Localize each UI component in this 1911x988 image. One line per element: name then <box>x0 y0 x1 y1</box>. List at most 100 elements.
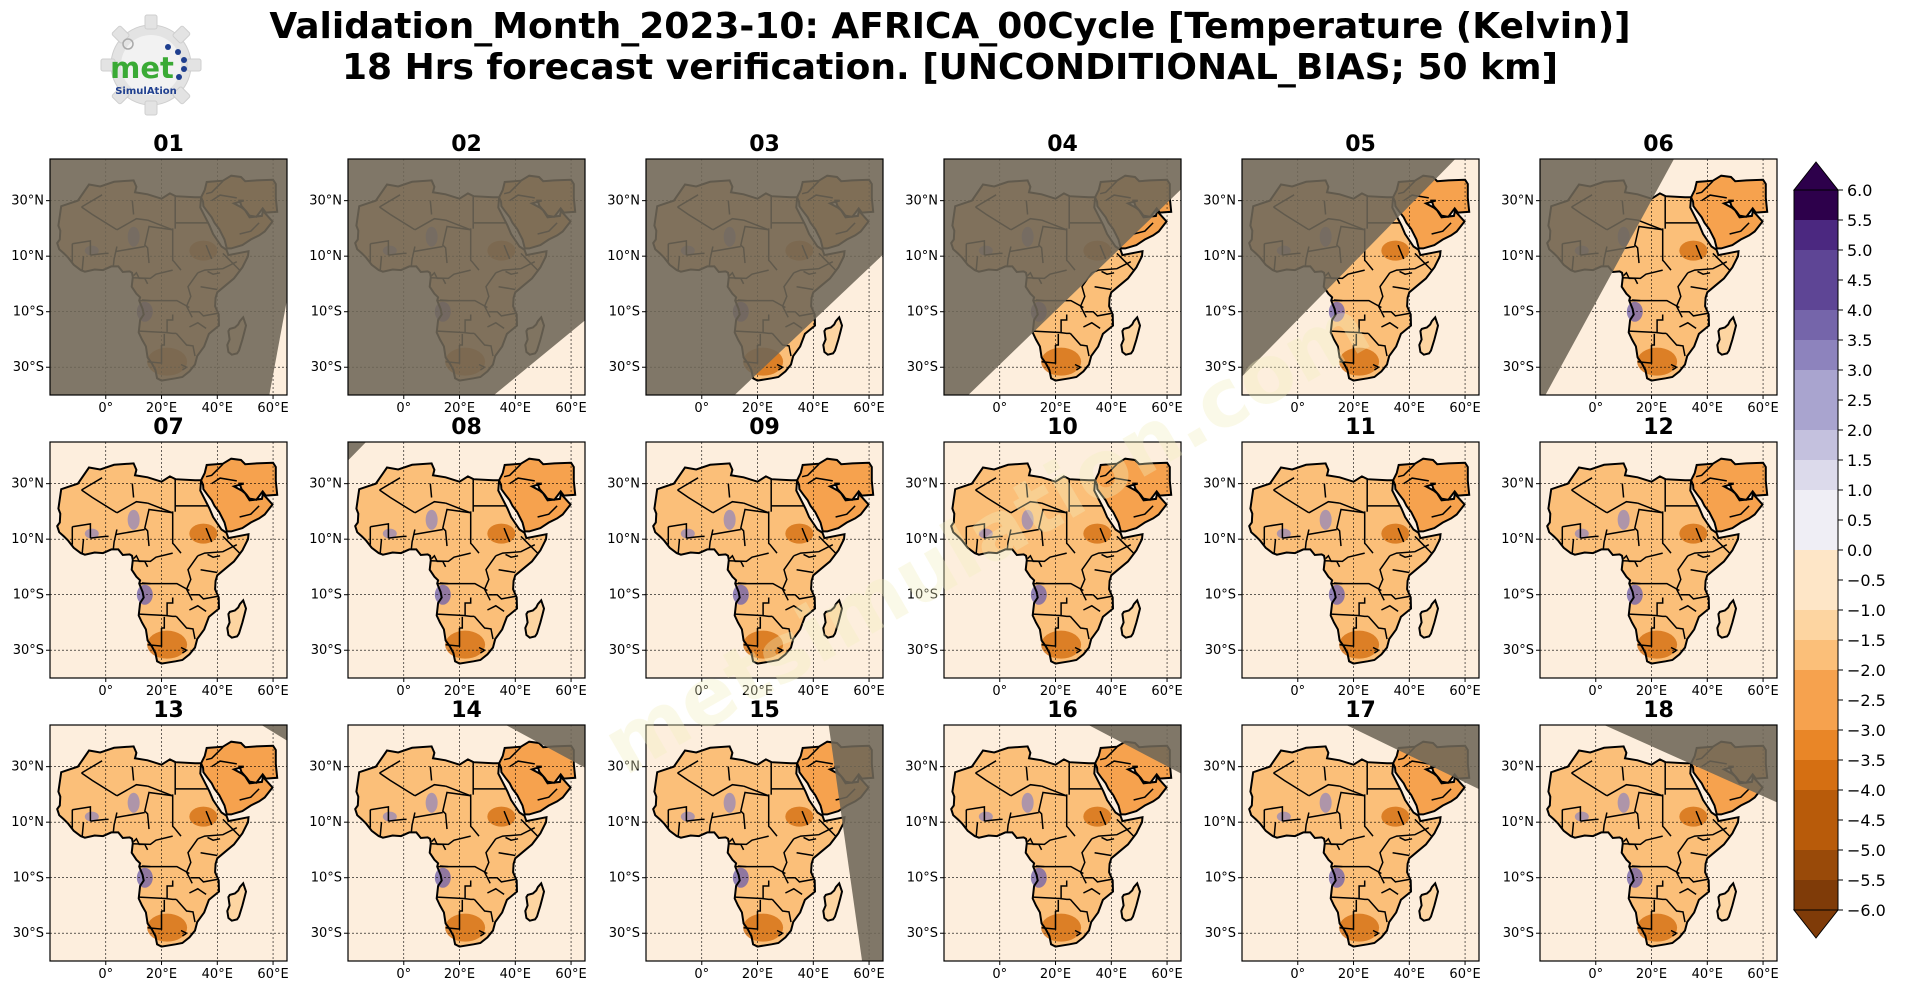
country-border <box>1633 225 1663 264</box>
country-border <box>239 505 260 518</box>
country-border <box>431 837 447 851</box>
west-africa-bias-patch <box>1276 528 1291 539</box>
country-border <box>1633 791 1663 830</box>
country-border <box>1690 285 1708 291</box>
country-border <box>1105 760 1131 768</box>
country-border <box>757 899 762 912</box>
map-panel-03: 30°N 10°N 10°S 30°S 0° 20°E 40°E 60°E 03 <box>607 132 884 416</box>
country-border <box>139 613 177 618</box>
x-tick-label: 20°E <box>1338 684 1369 699</box>
south-africa-bias-patch <box>1041 347 1082 376</box>
country-border <box>1037 791 1067 830</box>
colorbar-tick-label: 5.5 <box>1847 211 1872 230</box>
x-tick-label: 0° <box>396 967 411 982</box>
y-tick-label: 10°N <box>607 815 640 830</box>
country-border <box>379 489 416 514</box>
country-border <box>379 539 383 555</box>
country-border <box>708 812 714 833</box>
panel-title: 18 <box>1643 698 1674 723</box>
sahel-bias-patch <box>127 509 140 530</box>
map-panel-16: 30°N 10°N 10°S 30°S 0° 20°E 40°E 60°E 16 <box>905 698 1182 982</box>
country-border <box>677 489 714 514</box>
country-border <box>1637 628 1653 647</box>
map-frame <box>347 724 586 962</box>
country-border <box>1399 836 1413 841</box>
coastline <box>1391 457 1471 533</box>
country-border <box>185 838 199 884</box>
panel-title: 17 <box>1345 698 1376 723</box>
night-shading <box>50 159 287 395</box>
country-border <box>239 788 260 801</box>
ethiopia-bias-patch <box>1679 240 1708 261</box>
country-border <box>1304 529 1310 550</box>
colorbar-max-extension <box>1792 161 1840 191</box>
country-border <box>388 535 407 539</box>
panel-title: 05 <box>1345 132 1376 157</box>
country-border <box>1399 270 1413 275</box>
map-frame <box>645 724 884 962</box>
y-tick-label: 10°S <box>1503 588 1534 603</box>
y-tick-label: 10°S <box>1205 871 1236 886</box>
country-border <box>478 646 487 654</box>
map-frame <box>347 441 586 679</box>
south-africa-bias-patch <box>1339 913 1380 942</box>
x-tick-label: 20°E <box>146 967 177 982</box>
country-border <box>503 746 522 761</box>
country-border <box>1282 818 1301 822</box>
night-shading <box>646 159 883 395</box>
country-border <box>81 760 103 774</box>
ethiopia-bias-patch <box>189 523 218 544</box>
colorbar-tick-label: −6.0 <box>1847 901 1886 920</box>
country-border <box>1571 539 1575 555</box>
country-border <box>1382 310 1411 317</box>
chart-title: Validation_Month_2023-10: AFRICA_00Cycle… <box>230 6 1670 88</box>
country-border <box>1382 876 1411 883</box>
country-border <box>1041 628 1057 647</box>
colorbar-tick-label: −2.0 <box>1847 661 1886 680</box>
y-tick-label: 10°N <box>905 249 938 264</box>
country-border <box>1055 899 1060 912</box>
colorbar-segment <box>1794 790 1838 821</box>
country-border <box>90 818 109 822</box>
country-border <box>1629 896 1667 901</box>
y-tick-label: 30°N <box>11 477 44 492</box>
ethiopia-bias-patch <box>785 523 814 544</box>
country-border <box>143 791 173 830</box>
x-tick-label: 20°E <box>742 684 773 699</box>
country-border <box>975 539 979 555</box>
country-border <box>1679 887 1697 896</box>
panel-title: 13 <box>153 698 184 723</box>
country-border <box>1392 285 1410 291</box>
country-border <box>445 785 471 797</box>
colorbar-tick-label: 3.5 <box>1847 331 1872 350</box>
country-border <box>207 836 221 841</box>
country-border <box>1339 345 1355 364</box>
map-frame <box>943 441 1182 679</box>
x-tick-label: 0° <box>694 684 709 699</box>
country-border <box>1690 851 1708 857</box>
country-border <box>171 794 182 837</box>
country-border <box>1697 553 1711 558</box>
map-frame <box>1241 158 1480 396</box>
country-border <box>1679 604 1697 613</box>
x-tick-label: 60°E <box>853 967 884 982</box>
logo-subtext: SimulAtion <box>115 86 177 97</box>
country-border <box>1083 321 1101 330</box>
country-border <box>1397 527 1405 543</box>
country-border <box>739 508 769 547</box>
y-tick-label: 30°N <box>607 194 640 209</box>
country-border <box>1389 544 1430 557</box>
country-border <box>81 489 118 514</box>
country-border <box>1675 838 1689 884</box>
y-tick-label: 10°N <box>309 249 342 264</box>
colorbar-segment <box>1794 400 1838 431</box>
coastline <box>56 462 250 665</box>
country-border <box>1079 838 1093 884</box>
country-border <box>668 806 688 822</box>
country-border <box>1065 794 1076 837</box>
colorbar-segment <box>1794 640 1838 671</box>
country-border <box>487 887 505 896</box>
country-border <box>1079 272 1093 318</box>
map-panel-07: 30°N 10°N 10°S 30°S 0° 20°E 40°E 60°E 07 <box>11 415 288 699</box>
map-frame <box>943 158 1182 396</box>
